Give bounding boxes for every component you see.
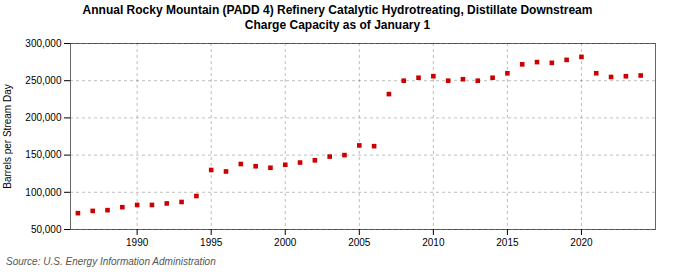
html-text:Charge Capacity as of January: Charge Capacity as of January 1 (244, 18, 431, 32)
svg-text:Barrels per Stream Day: Barrels per Stream Day (2, 84, 13, 188)
svg-text:150,000: 150,000 (25, 149, 62, 160)
svg-text:2015: 2015 (496, 237, 519, 248)
svg-text:2010: 2010 (422, 237, 445, 248)
svg-text:50,000: 50,000 (31, 224, 62, 235)
svg-text:2020: 2020 (570, 237, 593, 248)
svg-text:100,000: 100,000 (25, 187, 62, 198)
svg-text:1995: 1995 (200, 237, 223, 248)
html-text:Source: U.S. Energy Informatio: Source: U.S. Energy Information Administ… (6, 256, 216, 267)
svg-text:300,000: 300,000 (25, 38, 62, 49)
svg-text:200,000: 200,000 (25, 112, 62, 123)
html-text:Annual Rocky Mountain (PADD 4): Annual Rocky Mountain (PADD 4) Refinery … (82, 3, 593, 17)
svg-text:250,000: 250,000 (25, 75, 62, 86)
svg-text:2000: 2000 (274, 237, 297, 248)
svg-text:1990: 1990 (126, 237, 149, 248)
svg-text:2005: 2005 (348, 237, 371, 248)
